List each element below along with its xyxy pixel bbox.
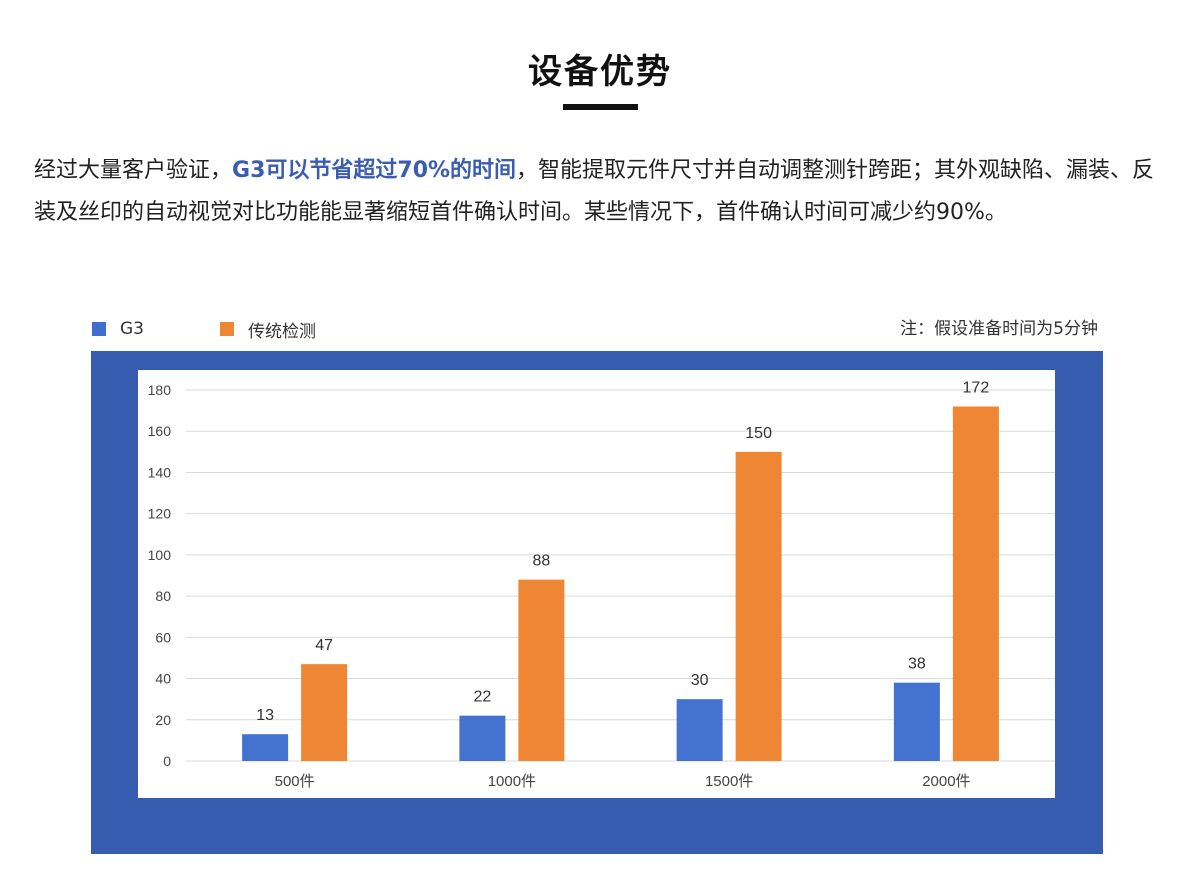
chart-note: 注：假设准备时间为5分钟 [900, 319, 1098, 339]
legend-item-g3: G3 [92, 316, 144, 342]
legend-label-traditional: 传统检测 [248, 321, 316, 342]
page-title: 设备优势 [528, 52, 672, 92]
x-tick-label: 1000件 [488, 773, 536, 790]
data-label: 22 [473, 689, 491, 706]
legend-swatch-g3 [92, 322, 106, 336]
bar-chart: 0 20 40 60 80 100 120 140 160 180 500件 13 47 1000件 22 8… [148, 379, 1055, 790]
x-tick-label: 500件 [275, 773, 315, 790]
y-tick-label: 60 [155, 629, 171, 645]
y-tick-label: 120 [148, 506, 172, 522]
bar-traditional [735, 451, 782, 761]
intro-text-start: 经过大量客户验证， [34, 158, 233, 183]
y-tick-label: 20 [155, 712, 171, 728]
data-label: 13 [256, 707, 274, 724]
bar-g3 [242, 734, 289, 761]
legend-label-g3: G3 [120, 319, 144, 339]
bar-g3 [676, 699, 723, 761]
bar-traditional [301, 664, 348, 761]
x-tick-label: 2000件 [922, 773, 970, 790]
y-tick-label: 180 [148, 382, 172, 398]
y-tick-label: 140 [148, 464, 172, 480]
legend-swatch-traditional [220, 322, 234, 336]
intro-paragraph: 经过大量客户验证，G3可以节省超过70%的时间，智能提取元件尺寸并自动调整测针跨… [34, 150, 1174, 234]
y-tick-label: 100 [148, 547, 172, 563]
y-tick-label: 0 [163, 753, 171, 769]
bar-traditional [518, 579, 565, 761]
y-tick-label: 40 [155, 671, 171, 687]
x-tick-label: 1500件 [705, 773, 753, 790]
data-label: 38 [908, 656, 926, 673]
intro-text-end: ，智能提取元件尺寸并自动调整测针跨距；其外观缺陷、漏装、反装及丝印的自动视觉对比… [34, 158, 1155, 225]
bar-g3 [893, 682, 940, 761]
y-tick-label: 80 [155, 588, 171, 604]
data-label: 30 [691, 672, 709, 689]
y-tick-label: 160 [148, 423, 172, 439]
data-label: 150 [745, 425, 772, 442]
title-underline [563, 104, 638, 110]
chart-plot-area: 0 20 40 60 80 100 120 140 160 180 500件 13 47 1000件 22 8… [138, 370, 1055, 798]
chart-legend: G3 传统检测 注：假设准备时间为5分钟 [92, 316, 1104, 342]
data-label: 88 [532, 553, 550, 570]
intro-highlight: G3可以节省超过70%的时间 [232, 158, 517, 183]
data-label: 172 [963, 379, 990, 396]
bar-traditional [952, 406, 999, 761]
bar-g3 [459, 715, 506, 761]
data-label: 47 [315, 637, 333, 654]
y-axis-label: 用时（分） [42, 555, 65, 657]
legend-item-traditional: 传统检测 [220, 316, 316, 342]
